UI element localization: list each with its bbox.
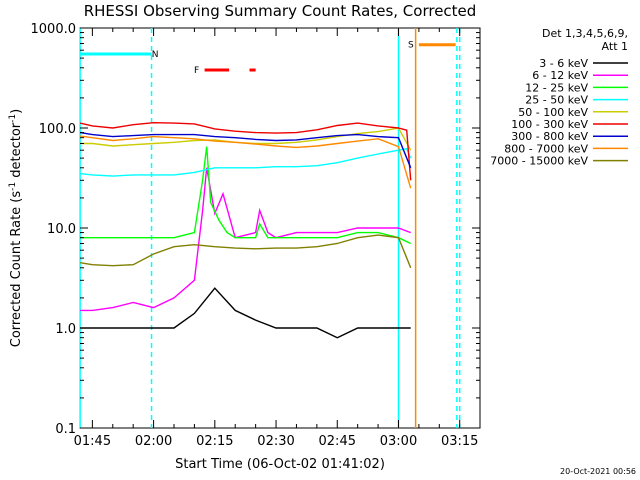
y-tick-label-2: 10.0 xyxy=(47,222,76,237)
series-line-8 xyxy=(79,234,412,269)
y-tick-label-1: 1.0 xyxy=(55,322,76,337)
y-tick-label-0: 0.1 xyxy=(55,422,76,437)
series-line-2 xyxy=(80,146,412,245)
x-tick-label-0: 01:45 xyxy=(74,434,111,449)
y-axis-label-sup1: -1 xyxy=(8,182,18,191)
legend-label-1: 6 - 12 keV xyxy=(532,69,588,82)
legend-label-6: 300 - 800 keV xyxy=(511,130,588,143)
y-axis-label: Corrected Count Rate (s-1 detector-1) xyxy=(8,109,24,347)
legend-label-0: 3 - 6 keV xyxy=(539,57,588,70)
x-tick-label-2: 02:15 xyxy=(196,434,233,449)
legend-label-5: 100 - 300 keV xyxy=(511,118,588,131)
series-line-5 xyxy=(79,121,412,181)
legend-header-line2: Att 1 xyxy=(602,40,628,53)
y-axis-label-sup2: -1 xyxy=(8,114,18,123)
legend-label-7: 800 - 7000 keV xyxy=(504,142,588,155)
legend-label-8: 7000 - 15000 keV xyxy=(490,155,588,168)
footer-timestamp: 20-Oct-2021 00:56 xyxy=(560,467,636,476)
legend-label-3: 25 - 50 keV xyxy=(525,94,588,107)
plot-frame xyxy=(79,27,481,429)
y-tick-label-4: 1000.0 xyxy=(31,22,77,37)
legend-header-line1: Det 1,3,4,5,6,9, xyxy=(542,27,628,40)
event-label-F: F xyxy=(194,66,199,76)
series-line-0 xyxy=(80,287,411,339)
chart-title: RHESSI Observing Summary Count Rates, Co… xyxy=(84,2,477,20)
series-line-3 xyxy=(80,148,412,177)
x-tick-label-1: 02:00 xyxy=(135,434,172,449)
series-line-1 xyxy=(80,167,411,312)
y-axis-label-part3: ) xyxy=(9,109,24,114)
x-tick-label-3: 02:30 xyxy=(257,434,294,449)
y-axis-label-part1: Corrected Count Rate (s xyxy=(9,191,24,348)
series-line-7 xyxy=(80,135,412,189)
event-label-N: N xyxy=(152,50,159,60)
x-axis-label: Start Time (06-Oct-02 01:41:02) xyxy=(175,457,385,472)
legend-label-4: 50 - 100 keV xyxy=(518,106,588,119)
y-axis-label-part2: detector xyxy=(9,122,24,182)
event-label-S: S xyxy=(408,41,414,51)
x-tick-label-6: 03:15 xyxy=(441,434,478,449)
series-line-6 xyxy=(79,131,412,169)
plot-area: N F S 01:45 02:00 02:15 02:30 02:45 03:00 03:15 0… xyxy=(31,22,481,449)
legend-label-2: 12 - 25 keV xyxy=(525,81,588,94)
x-tick-label-4: 02:45 xyxy=(319,434,356,449)
x-tick-label-5: 03:00 xyxy=(380,434,417,449)
y-tick-label-3: 100.0 xyxy=(39,122,76,137)
